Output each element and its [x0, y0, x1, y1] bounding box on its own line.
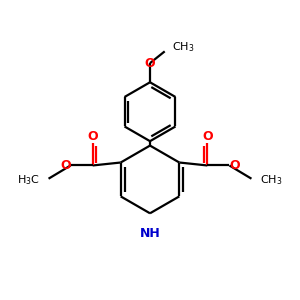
Text: CH$_3$: CH$_3$ [172, 40, 195, 54]
Text: O: O [230, 159, 240, 172]
Text: O: O [60, 159, 70, 172]
Text: O: O [145, 57, 155, 70]
Text: O: O [202, 130, 213, 143]
Text: CH$_3$: CH$_3$ [260, 173, 283, 187]
Text: O: O [87, 130, 98, 143]
Text: NH: NH [140, 226, 160, 240]
Text: H$_3$C: H$_3$C [17, 173, 40, 187]
